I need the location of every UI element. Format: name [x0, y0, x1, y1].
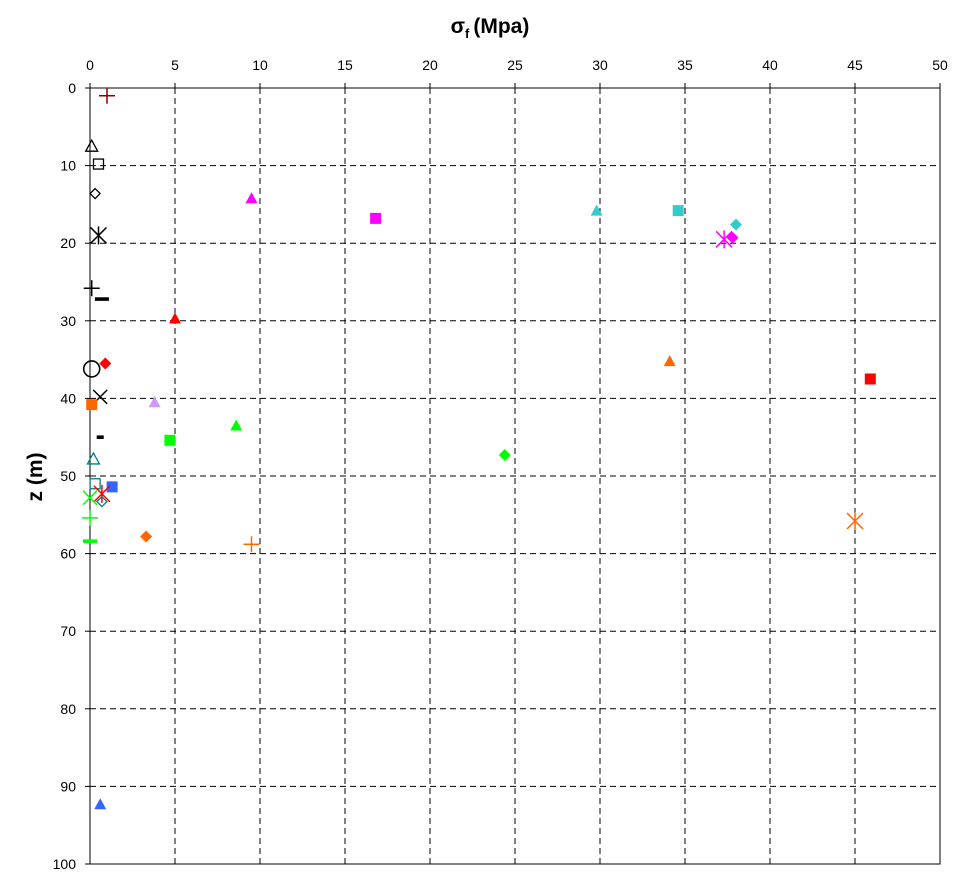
data-point — [93, 484, 111, 503]
y-tick-label: 40 — [60, 390, 76, 406]
y-tick-label: 50 — [60, 468, 76, 484]
data-points — [82, 87, 876, 810]
data-point — [663, 355, 676, 367]
y-tick-label: 10 — [60, 158, 76, 174]
data-point — [82, 490, 98, 506]
y-tick-label: 90 — [60, 778, 76, 794]
x-axis-title-subscript: f — [465, 26, 470, 41]
data-point — [846, 512, 864, 531]
x-tick-label: 25 — [507, 57, 523, 73]
x-tick-label: 40 — [762, 57, 778, 73]
data-point — [82, 360, 101, 378]
x-tick-label: 35 — [677, 57, 693, 73]
data-point — [94, 798, 107, 810]
y-tick-label: 0 — [68, 80, 76, 96]
y-axis-title: z (m) — [24, 453, 47, 502]
data-point — [94, 297, 109, 301]
data-point — [99, 87, 115, 104]
data-point — [715, 230, 733, 249]
data-point — [86, 451, 101, 465]
data-point — [243, 536, 260, 553]
data-point — [230, 419, 243, 431]
data-point — [140, 530, 153, 543]
x-axis-title: σf (Mpa) — [451, 15, 530, 41]
data-point — [730, 218, 742, 231]
data-point — [672, 205, 684, 217]
x-axis-ticks: 0 5 10 15 20 25 30 35 40 45 50 — [86, 57, 948, 88]
data-point — [164, 434, 176, 446]
data-point — [89, 478, 101, 490]
data-point — [148, 396, 161, 408]
data-point — [498, 449, 511, 462]
data-point — [92, 158, 105, 170]
grid — [90, 88, 940, 864]
data-point — [89, 226, 108, 245]
data-point — [83, 539, 97, 543]
y-tick-label: 80 — [60, 701, 76, 717]
data-point — [86, 399, 98, 411]
y-axis-ticks: 0 10 20 30 40 50 60 70 80 90 100 — [53, 80, 90, 872]
x-tick-label: 50 — [932, 57, 948, 73]
y-tick-label: 70 — [60, 623, 76, 639]
data-point — [83, 280, 100, 297]
x-axis-title-symbol: σ — [451, 15, 465, 38]
x-tick-label: 30 — [592, 57, 608, 73]
data-point — [106, 481, 118, 493]
data-point — [590, 204, 603, 216]
x-tick-label: 45 — [847, 57, 863, 73]
data-point — [169, 312, 181, 324]
y-tick-label: 20 — [60, 235, 76, 251]
y-tick-label: 100 — [53, 856, 77, 872]
data-point — [370, 212, 382, 224]
x-tick-label: 5 — [171, 57, 179, 73]
data-point — [89, 187, 102, 200]
data-point — [95, 495, 108, 508]
data-point — [84, 138, 99, 152]
x-tick-label: 15 — [337, 57, 353, 73]
y-tick-label: 30 — [60, 313, 76, 329]
y-tick-label: 60 — [60, 546, 76, 562]
data-point — [99, 357, 112, 370]
x-axis-title-unit: (Mpa) — [473, 15, 529, 38]
data-point — [245, 192, 258, 204]
x-tick-label: 0 — [86, 57, 94, 73]
x-tick-label: 10 — [252, 57, 268, 73]
data-point — [82, 509, 98, 526]
x-tick-label: 20 — [422, 57, 438, 73]
data-point — [96, 435, 104, 439]
data-point — [726, 231, 739, 244]
data-point — [864, 373, 876, 385]
